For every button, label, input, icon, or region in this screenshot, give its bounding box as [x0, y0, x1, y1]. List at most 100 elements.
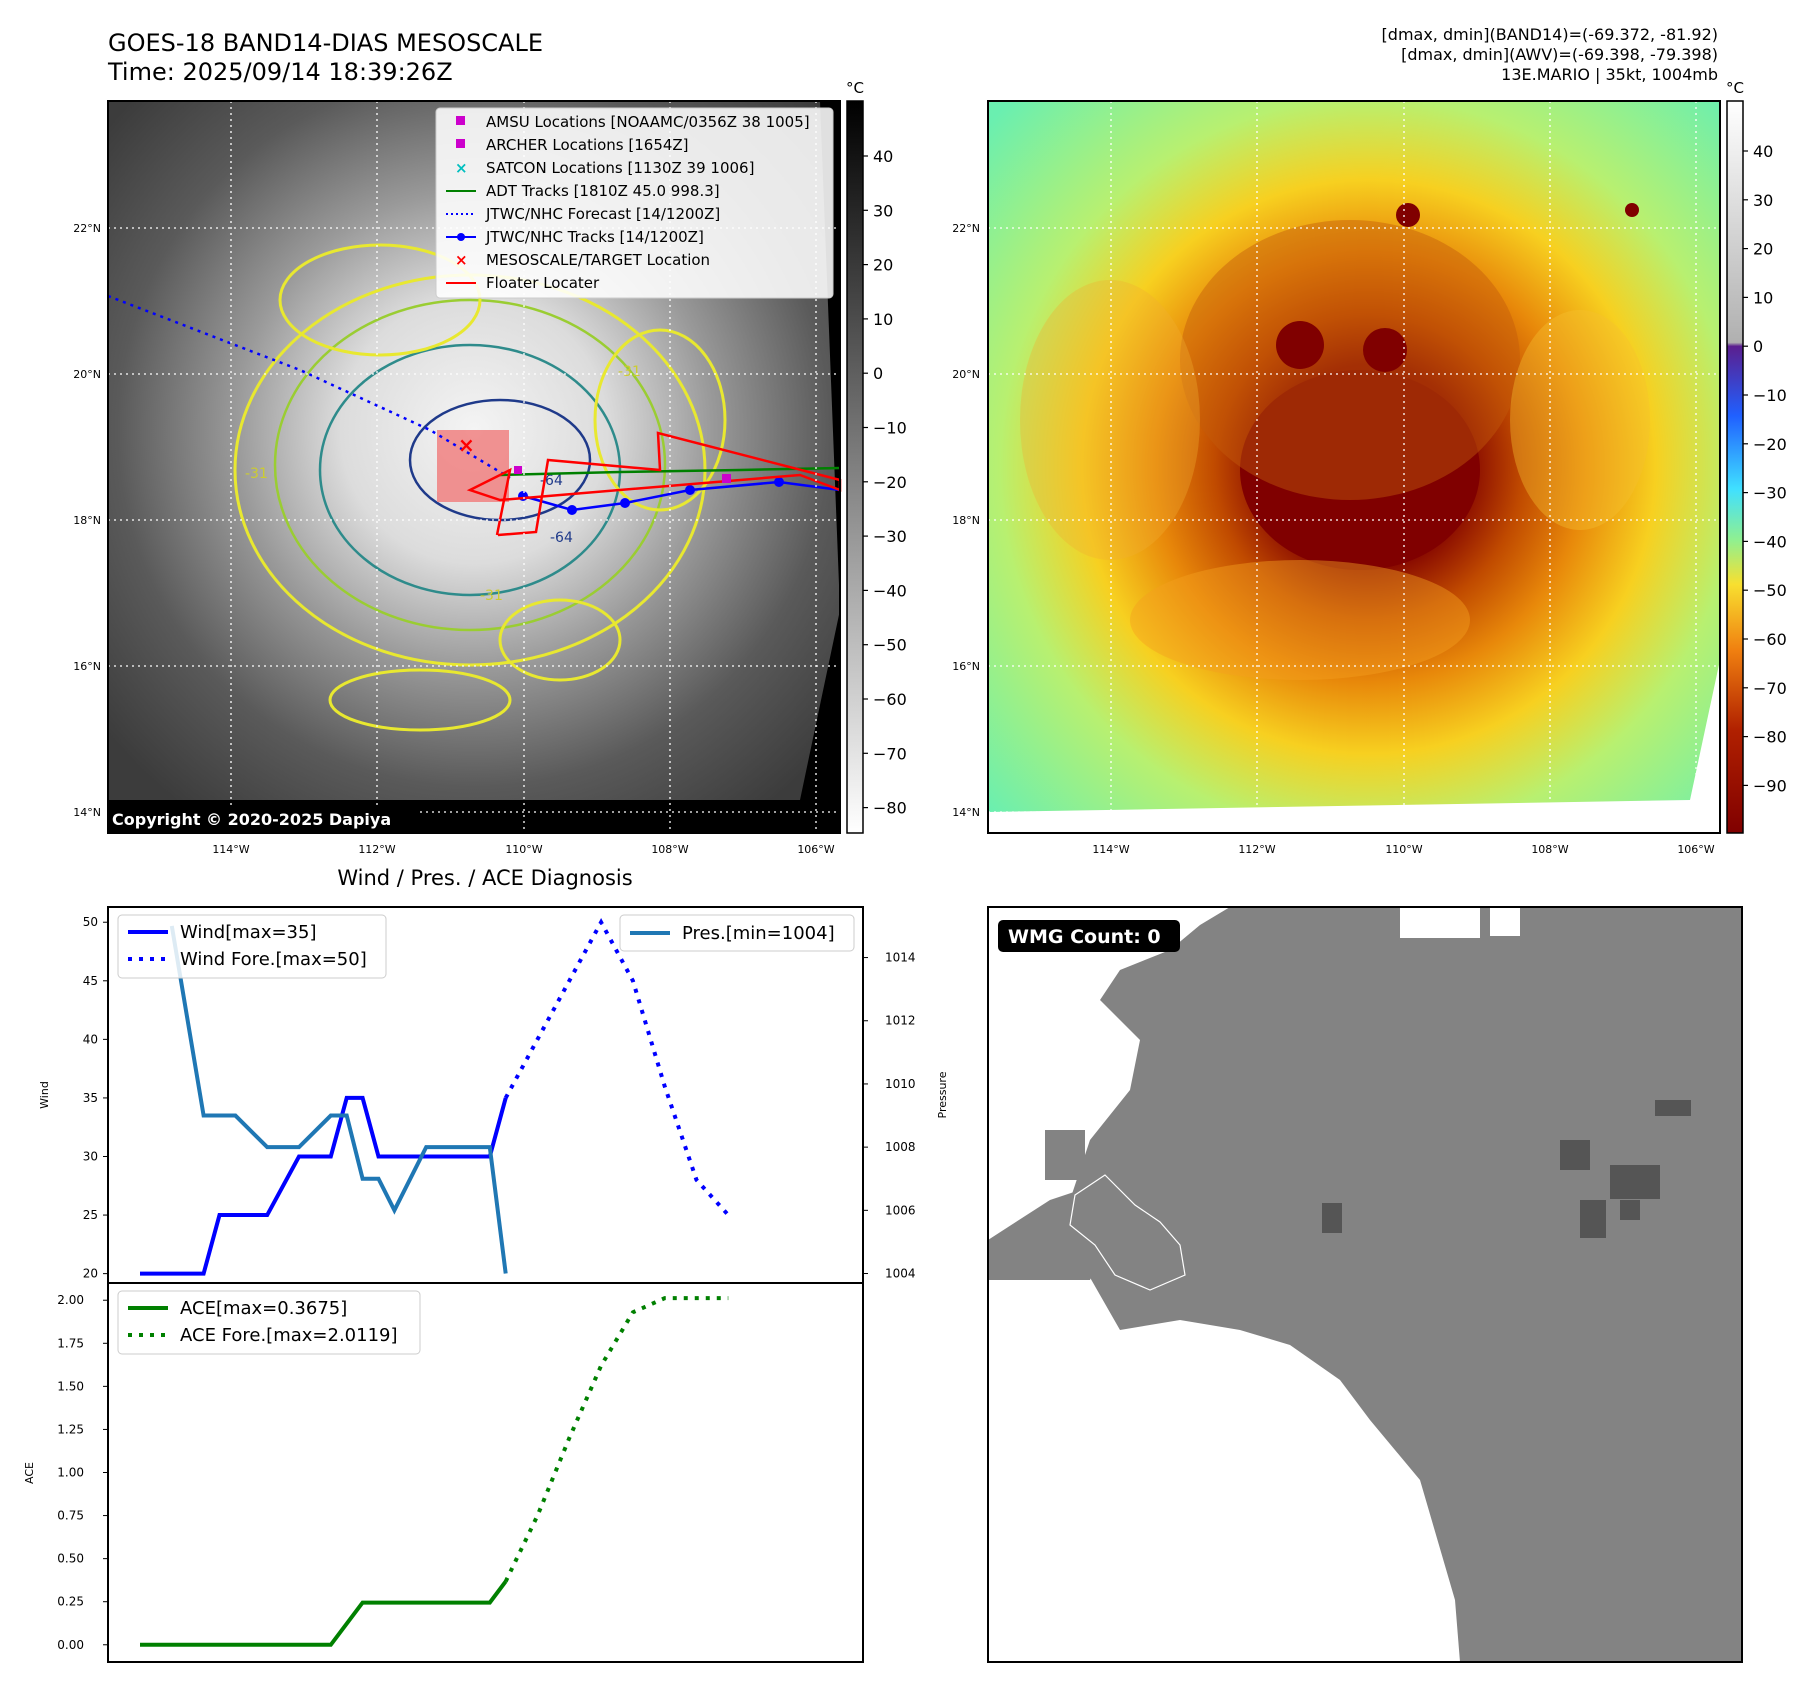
svg-text:22°N: 22°N — [73, 222, 101, 235]
ace-tick-label: 2.00 — [57, 1293, 84, 1307]
svg-text:20°N: 20°N — [952, 368, 980, 381]
map-legend-entry: JTWC/NHC Tracks [14/1200Z] — [485, 228, 704, 246]
pressure-axis-label: Pressure — [936, 1071, 949, 1118]
svg-text:108°W: 108°W — [651, 843, 688, 856]
svg-text:114°W: 114°W — [1092, 843, 1129, 856]
colorbar-tick-label: −50 — [873, 636, 907, 655]
series-line — [503, 918, 730, 1217]
adt-track — [499, 466, 841, 477]
diagnosis-title: Wind / Pres. / ACE Diagnosis — [337, 866, 632, 890]
ace-series-line — [503, 1296, 729, 1583]
wind-tick-label: 50 — [83, 915, 98, 929]
map-legend-entry: Floater Locater — [486, 274, 600, 292]
ace-tick-label: 0.50 — [57, 1552, 84, 1566]
left-map-lat-ticks: 22°N 20°N 18°N 16°N 14°N — [73, 222, 101, 819]
wind-tick-label: 30 — [83, 1149, 98, 1163]
svg-text:112°W: 112°W — [358, 843, 395, 856]
colorbar-tick-label: −70 — [873, 744, 907, 763]
colorbar-tick-label: 0 — [873, 364, 883, 383]
map-legend-entry: SATCON Locations [1130Z 39 1006] — [486, 159, 754, 177]
svg-text:°C: °C — [846, 79, 864, 97]
right-map-lat-ticks: 22°N 20°N 18°N 16°N 14°N — [952, 222, 980, 819]
colorbar-tick-label: −50 — [1753, 581, 1787, 600]
svg-text:110°W: 110°W — [505, 843, 542, 856]
colorbar-tick-label: −40 — [1753, 532, 1787, 551]
pressure-legend-entry: Pres.[min=1004] — [682, 923, 835, 944]
map-legend-entry: ARCHER Locations [1654Z] — [486, 136, 689, 154]
wind-tick-label: 35 — [83, 1091, 98, 1105]
colorbar-tick-label: −10 — [1753, 386, 1787, 405]
colorbar-tick-label: −40 — [873, 581, 907, 600]
colorbar-tick-label: −70 — [1753, 679, 1787, 698]
pressure-tick-label: 1012 — [885, 1014, 916, 1028]
contour-label: -31 — [618, 364, 641, 380]
contour-label: -64 — [550, 530, 573, 546]
colorbar-tick-label: 30 — [873, 201, 893, 220]
colorbar-tick-label: −20 — [873, 473, 907, 492]
colorbar-tick-label: −10 — [873, 419, 907, 438]
wind-tick-label: 25 — [83, 1208, 98, 1222]
ace-axis-label: ACE — [23, 1462, 36, 1484]
svg-text:106°W: 106°W — [1677, 843, 1714, 856]
wind-legend-entry: Wind Fore.[max=50] — [180, 949, 367, 970]
colorbar-tick-label: −60 — [873, 690, 907, 709]
svg-text:114°W: 114°W — [212, 843, 249, 856]
contour-label: -31 — [480, 588, 503, 604]
svg-text:112°W: 112°W — [1238, 843, 1275, 856]
info-line-2: [dmax, dmin](AWV)=(-69.398, -79.398) — [1401, 45, 1718, 64]
ace-tick-label: 0.00 — [57, 1638, 84, 1652]
series-line — [140, 1095, 508, 1276]
svg-text:×: × — [455, 251, 468, 269]
info-line-1: [dmax, dmin](BAND14)=(-69.372, -81.92) — [1382, 25, 1718, 44]
svg-text:110°W: 110°W — [1385, 843, 1422, 856]
colorbar-tick-label: −80 — [1753, 728, 1787, 747]
colorbar-tick-label: 10 — [873, 310, 893, 329]
ace-tick-label: 1.75 — [57, 1336, 84, 1350]
wmg-panel: WMG Count: 0 — [987, 906, 1743, 1663]
colorbar-tick-label: −30 — [1753, 484, 1787, 503]
wind-tick-label: 45 — [83, 974, 98, 988]
wind-axis-label: Wind — [38, 1081, 51, 1109]
ace-tick-label: 1.00 — [57, 1466, 84, 1480]
right-map-lon-ticks: 114°W 112°W 110°W 108°W 106°W — [1092, 843, 1714, 856]
ace-tick-label: 0.75 — [57, 1509, 84, 1523]
copyright-box — [108, 806, 418, 832]
ace-tick-label: 1.50 — [57, 1379, 84, 1393]
colorbar-tick-label: −90 — [1753, 776, 1787, 795]
pressure-tick-label: 1006 — [885, 1203, 916, 1217]
colorbar-tick-label: 40 — [873, 147, 893, 166]
svg-text:°C: °C — [1726, 79, 1744, 97]
svg-text:22°N: 22°N — [952, 222, 980, 235]
copyright-text: Copyright © 2020-2025 Dapiya — [112, 810, 391, 829]
svg-text:108°W: 108°W — [1531, 843, 1568, 856]
svg-text:106°W: 106°W — [797, 843, 834, 856]
svg-text:×: × — [455, 159, 468, 177]
svg-text:16°N: 16°N — [952, 660, 980, 673]
ir-color-map — [987, 100, 1721, 834]
map-legend-entry: AMSU Locations [NOAAMC/0356Z 38 1005] — [486, 113, 810, 131]
figure-time: Time: 2025/09/14 18:39:26Z — [107, 58, 453, 86]
ace-series-line — [140, 1580, 508, 1647]
wind-tick-label: 40 — [83, 1032, 98, 1046]
map-legend-entry: JTWC/NHC Forecast [14/1200Z] — [485, 205, 720, 223]
pressure-tick-label: 1008 — [885, 1140, 916, 1154]
ace-legend-entry: ACE[max=0.3675] — [180, 1298, 347, 1319]
svg-text:14°N: 14°N — [73, 806, 101, 819]
map-legend-entry: ADT Tracks [1810Z 45.0 998.3] — [486, 182, 720, 200]
svg-text:18°N: 18°N — [952, 514, 980, 527]
svg-text:×: × — [458, 433, 475, 457]
colorbar-color: °C 40 30 20 10 0 −10 −20 −30 −40 −50 −60 −70 −80 −90 — [1726, 79, 1787, 834]
colorbar-tick-label: 20 — [873, 256, 893, 275]
map-legend: AMSU Locations [NOAAMC/0356Z 38 1005] ARC… — [435, 107, 834, 299]
pressure-tick-label: 1014 — [885, 951, 916, 965]
ace-tick-label: 1.25 — [57, 1422, 84, 1436]
figure-title: GOES-18 BAND14-DIAS MESOSCALE — [108, 29, 543, 57]
colorbar-tick-label: −80 — [873, 799, 907, 818]
pressure-tick-label: 1004 — [885, 1267, 916, 1281]
colorbar-tick-label: 30 — [1753, 191, 1773, 210]
wmg-count-text: WMG Count: 0 — [1008, 926, 1161, 948]
svg-text:20°N: 20°N — [73, 368, 101, 381]
svg-text:16°N: 16°N — [73, 660, 101, 673]
svg-text:14°N: 14°N — [952, 806, 980, 819]
